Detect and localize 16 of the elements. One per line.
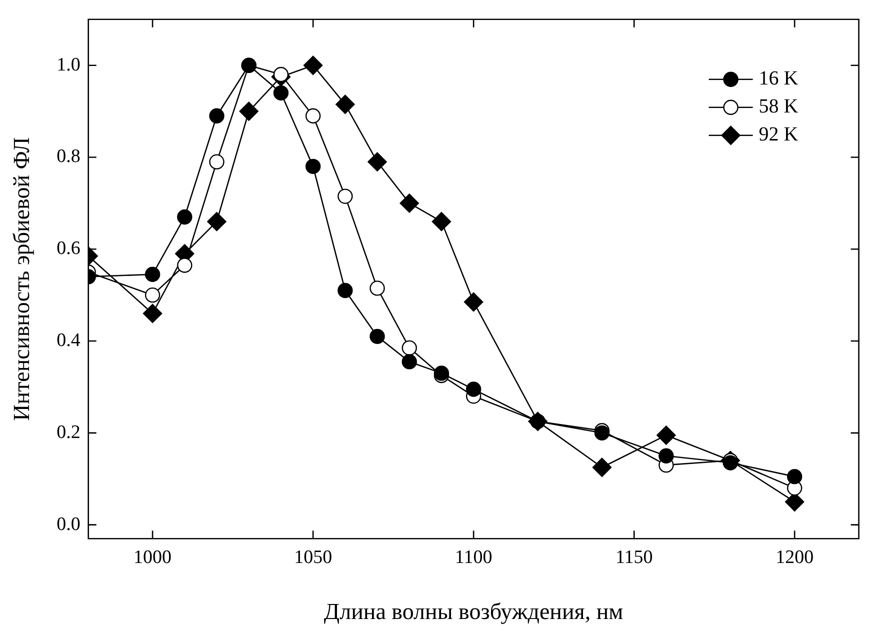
y-tick-label: 0.2 — [56, 422, 80, 443]
x-tick-label: 1000 — [134, 546, 172, 568]
y-tick-label: 0.8 — [56, 146, 80, 168]
x-tick-label: 1100 — [454, 546, 492, 568]
y-axis-title: Интенсивность эрбиевой ФЛ — [8, 137, 34, 421]
y-tick-label: 1.0 — [56, 54, 80, 76]
x-axis-title: Длина волны возбуждения, нм — [324, 599, 624, 624]
legend-label: 58 K — [758, 96, 799, 118]
y-tick-label: 0.6 — [56, 238, 80, 260]
x-tick-label: 1150 — [615, 546, 653, 568]
legend-label: 92 K — [758, 124, 799, 146]
x-tick-label: 1050 — [294, 546, 332, 568]
y-tick-label: 0.4 — [56, 330, 81, 352]
x-tick-label: 1200 — [776, 546, 814, 568]
y-tick-label: 0.0 — [56, 514, 80, 535]
legend-label: 16 K — [758, 68, 799, 90]
